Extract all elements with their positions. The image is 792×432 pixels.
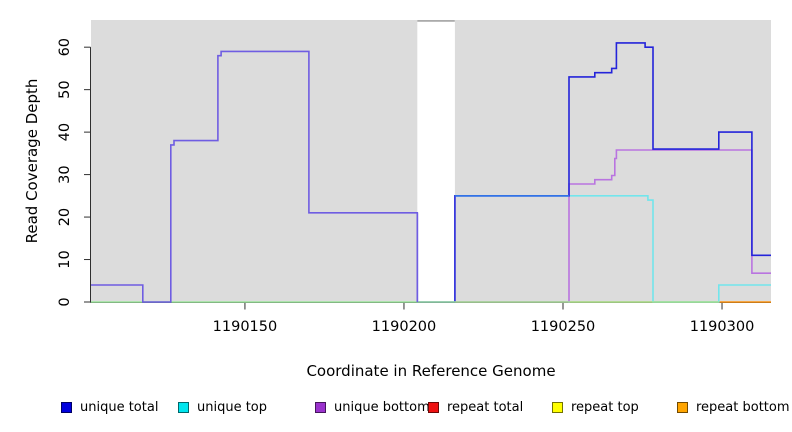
x-tick-label-1190300: 1190300 [690, 319, 755, 335]
y-tick-label-30: 30 [57, 165, 73, 183]
x-tick-label-1190250: 1190250 [531, 319, 596, 335]
x-axis-title: Coordinate in Reference Genome [306, 362, 555, 380]
y-tick-label-60: 60 [57, 38, 73, 56]
gap-top-cap [417, 20, 455, 22]
plot-panel-1 [91, 20, 418, 302]
y-tick-label-20: 20 [57, 208, 73, 226]
plot-panel-2 [454, 20, 771, 302]
series-unique-total-left-blend [91, 50, 419, 303]
x-tick-label-1190200: 1190200 [372, 319, 437, 335]
y-tick-label-40: 40 [57, 123, 73, 141]
y-axis-title: Read Coverage Depth [23, 79, 41, 244]
y-tick-label-0: 0 [57, 297, 73, 306]
x-tick-label-1190150: 1190150 [213, 319, 278, 335]
series-unique-top [454, 195, 771, 303]
y-tick-label-10: 10 [57, 250, 73, 268]
y-tick-label-50: 50 [57, 80, 73, 98]
